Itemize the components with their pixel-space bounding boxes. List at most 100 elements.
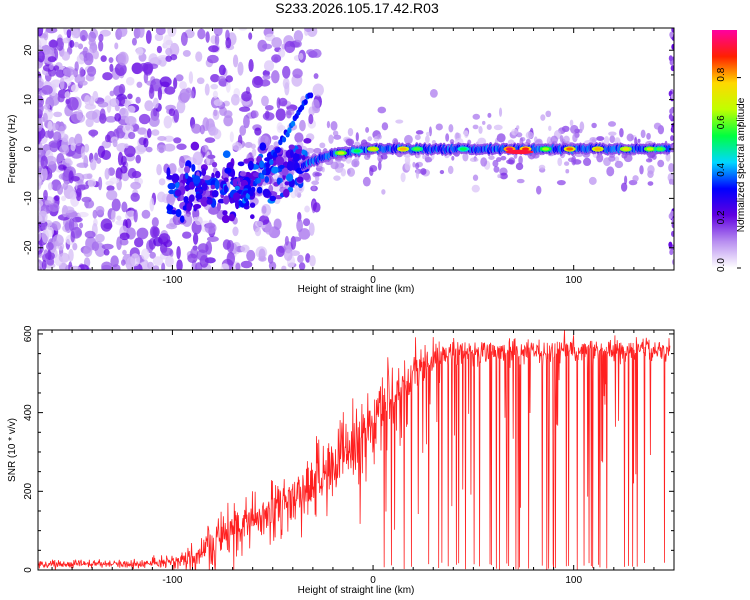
spectrogram-noise-blob [241, 91, 252, 102]
snr-x-ticks: -100 0 100 [51, 330, 675, 586]
spectrogram-noise-blob [38, 77, 45, 89]
spectrogram-noise-blob [77, 43, 84, 50]
spectrogram-noise-blob [190, 90, 195, 99]
spectrogram-noise-blob [210, 74, 220, 83]
spectrogram-noise-blob [156, 45, 163, 54]
spectrogram-noise-blob [164, 255, 174, 268]
spectrogram-noise-blob [261, 95, 269, 107]
spectrogram-noise-blob [70, 230, 75, 243]
spectrogram-noise-blob [97, 101, 109, 108]
spectrogram-noise-blob [230, 93, 240, 106]
spectrogram-noise-blob [277, 125, 286, 131]
spectrogram-noise-blob [105, 116, 117, 123]
spectrogram-noise-blob [102, 72, 113, 81]
snr-series-line [38, 330, 671, 570]
spectrogram-noise-blob [250, 143, 256, 149]
spectrogram-signal-blob [192, 175, 201, 184]
spectrogram-noise-blob [158, 178, 166, 186]
spectrogram-signal-blob [271, 166, 279, 174]
spectrogram-noise-blob [264, 136, 269, 143]
spectrogram-noise-blob [381, 189, 386, 195]
spectrogram-noise-blob [497, 174, 502, 179]
spectrogram-noise-blob [56, 184, 64, 195]
spectrogram-noise-blob [259, 79, 271, 87]
spectrogram-noise-blob [145, 146, 153, 153]
spectrogram-noise-blob [471, 184, 480, 193]
spectrogram-noise-blob [298, 262, 306, 270]
spectrogram-noise-blob [267, 254, 274, 264]
spectrogram-peak [353, 149, 361, 153]
spectrogram-noise-blob [311, 185, 316, 191]
spectrogram-signal-blob [168, 189, 175, 195]
spectrogram-signal-blob [202, 175, 211, 181]
spectrogram-noise-blob [425, 131, 431, 136]
spectrogram-noise-blob [41, 222, 47, 231]
spectrogram-noise-blob [84, 198, 90, 209]
spectrogram-noise-blob [591, 122, 597, 129]
spectrogram-noise-blob [100, 218, 113, 232]
spectrogram-noise-blob [104, 168, 110, 180]
spectrogram-noise-blob [118, 96, 126, 106]
spectrogram-signal-blob [228, 213, 235, 222]
spectrogram-noise-blob [103, 249, 110, 256]
spectrogram-streak-blob [269, 159, 274, 166]
spectrogram-noise-blob [400, 172, 406, 183]
spectrogram-noise-blob [294, 132, 304, 143]
spectrogram-noise-blob [179, 88, 191, 103]
spectrogram-noise-blob [614, 160, 624, 169]
spectrogram-x-tick-label: 100 [565, 275, 582, 286]
spectrogram-noise-blob [64, 91, 71, 100]
spectrogram-noise-blob [239, 125, 247, 136]
spectrogram-noise-blob [44, 130, 50, 138]
spectrogram-noise-blob [376, 134, 382, 140]
spectrogram-noise-blob [525, 138, 531, 145]
spectrogram-noise-blob [84, 103, 97, 110]
spectrogram-noise-blob [264, 222, 273, 235]
spectrogram-edge-blob [669, 31, 674, 38]
spectrogram-signal-blob [285, 173, 294, 182]
spectrogram-noise-blob [251, 148, 257, 157]
spectrogram-noise-blob [238, 28, 248, 31]
spectrogram-noise-blob [68, 218, 75, 232]
spectrogram-noise-blob [313, 73, 319, 79]
spectrogram-noise-blob [69, 191, 77, 200]
spectrogram-noise-blob [223, 115, 233, 127]
spectrogram-noise-blob [354, 156, 360, 161]
spectrogram-noise-blob [152, 256, 164, 266]
spectrogram-noise-blob [163, 34, 172, 49]
spectrogram-noise-blob [290, 236, 302, 242]
spectrogram-noise-blob [212, 109, 220, 121]
spectrogram-noise-blob [176, 245, 181, 260]
spectrogram-noise-blob [229, 131, 234, 143]
spectrogram-noise-blob [182, 231, 192, 239]
spectrogram-noise-blob [264, 104, 274, 111]
spectrogram-noise-blob [117, 28, 128, 37]
spectrogram-noise-blob [557, 157, 563, 167]
spectrogram-noise-blob [85, 118, 94, 128]
spectrogram-signal-blob [224, 167, 232, 174]
spectrogram-signal-blob [223, 184, 228, 194]
spectrogram-noise-blob [238, 106, 251, 112]
spectrogram-noise-blob [478, 126, 483, 134]
spectrogram-noise-blob [90, 158, 97, 171]
spectrogram-noise-blob [77, 184, 89, 190]
spectrogram-noise-blob [583, 157, 592, 167]
spectrogram-edge-blob [671, 259, 674, 266]
spectrogram-noise-blob [284, 235, 289, 246]
spectrogram-noise-blob [38, 224, 41, 233]
spectrogram-noise-blob [175, 74, 184, 82]
spectrogram-noise-blob [191, 123, 202, 134]
spectrogram-signal-blob [223, 177, 229, 183]
spectrogram-noise-blob [50, 220, 61, 232]
colorbar-tick-label: 0.8 [716, 67, 727, 81]
spectrogram-noise-blob [262, 111, 275, 121]
spectrogram-noise-blob [609, 135, 616, 143]
spectrogram-noise-blob [46, 258, 55, 266]
colorbar-tick-label: 0.6 [716, 115, 727, 129]
spectrogram-noise-blob [91, 241, 100, 252]
spectrogram-signal-blob [222, 195, 230, 205]
spectrogram-noise-blob [536, 185, 542, 195]
spectrogram-streak-blob [245, 192, 251, 199]
spectrogram-noise-blob [135, 154, 141, 164]
spectrogram-peak-streak [505, 149, 534, 155]
